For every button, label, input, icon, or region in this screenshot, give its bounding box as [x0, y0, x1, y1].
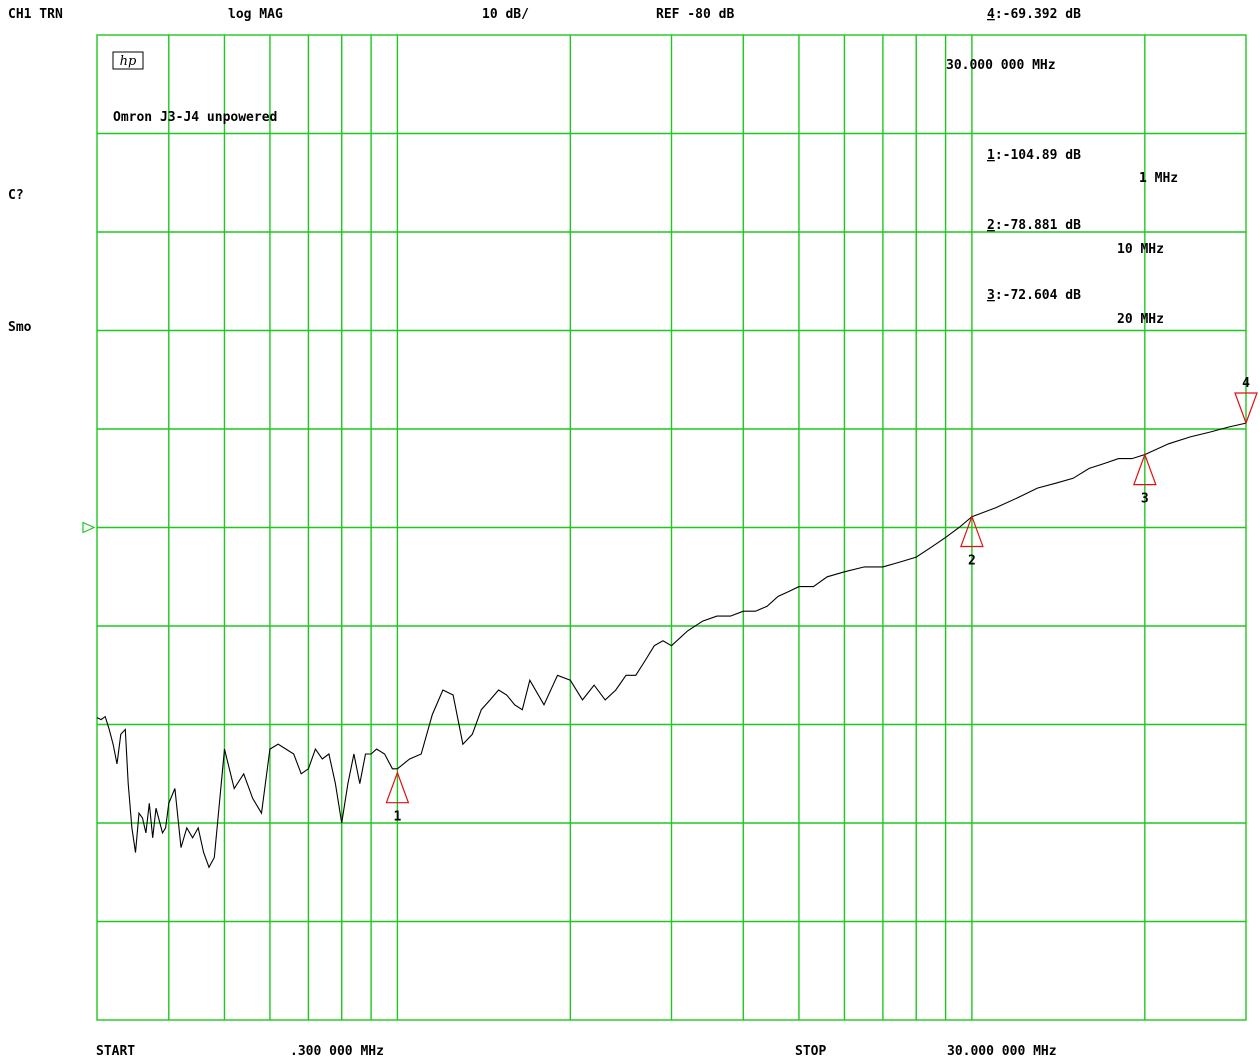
marker-3-label: 3	[1141, 492, 1149, 507]
channel-label: CH1 TRN	[8, 7, 63, 22]
marker-4-label: 4	[1242, 376, 1250, 391]
stop-label: STOP	[795, 1044, 826, 1059]
smoothing-label: Smo	[8, 320, 32, 335]
marker-2-value: :-78.881 dB	[995, 218, 1081, 233]
marker-readout-2: 2:-78.881 dB 10 MHz	[987, 218, 1164, 257]
marker-3-frequency: 20 MHz	[1117, 312, 1164, 327]
active-marker-number: 4	[987, 7, 995, 22]
trace-markers: 1 2 3 4	[385, 376, 1258, 825]
trace-title: Omron J3-J4 unpowered	[113, 110, 277, 125]
marker-readout-3: 3:-72.604 dB 20 MHz	[987, 288, 1164, 327]
svg-text:1:-104.89 dB: 1:-104.89 dB	[987, 148, 1081, 163]
correction-label: C?	[8, 188, 24, 203]
logo-text: hp	[120, 54, 137, 69]
hp-logo: hp	[112, 51, 144, 70]
active-marker-frequency: 30.000 000 MHz	[946, 58, 1056, 73]
marker-3-value: :-72.604 dB	[995, 288, 1081, 303]
marker-2-number: 2	[987, 218, 995, 233]
active-marker-readout: 4:-69.392 dB	[987, 7, 1081, 22]
reference-label: REF -80 dB	[656, 7, 734, 22]
reference-level-arrow	[82, 521, 96, 534]
start-label: START	[96, 1044, 135, 1059]
active-marker-value: :-69.392 dB	[995, 7, 1081, 22]
scale-label: 10 dB/	[482, 7, 529, 22]
graticule	[96, 34, 1247, 1021]
marker-2-frequency: 10 MHz	[1117, 242, 1164, 257]
marker-1-frequency: 1 MHz	[1139, 171, 1178, 186]
marker-2-label: 2	[968, 553, 976, 568]
marker-1-number: 1	[987, 148, 995, 163]
svg-text:3:-72.604 dB: 3:-72.604 dB	[987, 288, 1081, 303]
marker-4-triangle	[1234, 392, 1258, 425]
format-label: log MAG	[228, 7, 283, 22]
marker-readout-1: 1:-104.89 dB 1 MHz	[987, 148, 1178, 186]
measurement-trace	[96, 422, 1247, 869]
stop-frequency: 30.000 000 MHz	[947, 1044, 1057, 1059]
start-frequency: .300 000 MHz	[290, 1044, 384, 1059]
marker-3-number: 3	[987, 288, 995, 303]
marker-1-label: 1	[393, 810, 401, 825]
marker-3-triangle	[1132, 452, 1157, 486]
marker-1-triangle	[385, 770, 410, 804]
marker-1-value: :-104.89 dB	[995, 148, 1081, 163]
marker-2-triangle	[960, 514, 984, 548]
svg-text:2:-78.881 dB: 2:-78.881 dB	[987, 218, 1081, 233]
